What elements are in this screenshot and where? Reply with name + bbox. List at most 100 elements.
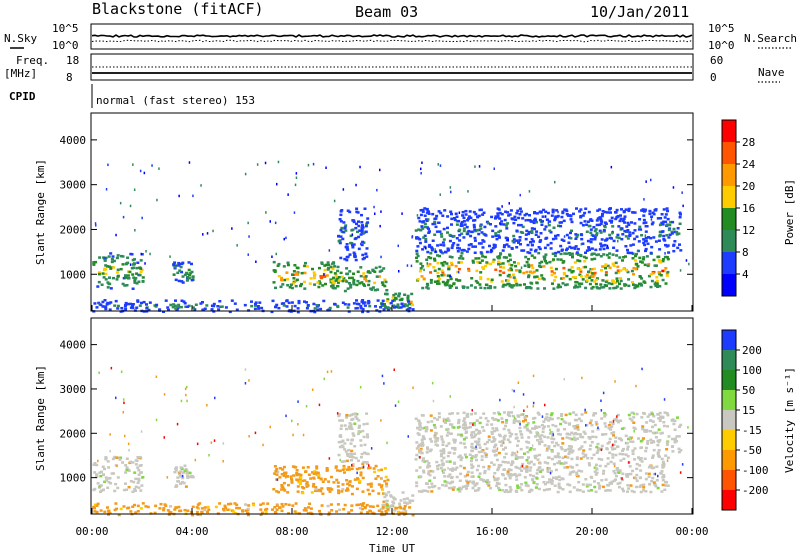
nsearch-label: N.Search xyxy=(744,32,797,45)
velocity-cell xyxy=(550,478,554,482)
power-cell xyxy=(320,262,324,265)
velocity-cell xyxy=(565,466,569,469)
velocity-colorbar-block xyxy=(722,330,736,351)
power-speck xyxy=(105,188,108,191)
velocity-cell xyxy=(475,468,479,472)
power-cell xyxy=(108,308,112,311)
power-speck xyxy=(411,236,413,239)
power-cell xyxy=(467,215,471,218)
power-cell xyxy=(105,303,109,306)
velocity-cell xyxy=(95,473,99,476)
velocity-cell xyxy=(550,431,554,434)
power-cell xyxy=(489,262,493,266)
power-cell xyxy=(462,229,466,233)
power-cell xyxy=(295,272,299,275)
power-cell xyxy=(530,220,534,223)
power-cell xyxy=(590,219,594,222)
power-cell xyxy=(122,276,126,280)
power-cell xyxy=(394,296,398,300)
velocity-cell xyxy=(477,437,481,441)
velocity-cell xyxy=(369,510,372,513)
power-cell xyxy=(506,279,510,282)
power-cell xyxy=(590,287,594,290)
velocity-cell xyxy=(657,440,661,444)
velocity-cell xyxy=(415,469,419,472)
velocity-cell xyxy=(553,484,557,487)
power-cell xyxy=(559,224,563,228)
power-cell xyxy=(578,273,582,276)
power-cell xyxy=(594,228,598,231)
velocity-cell xyxy=(469,422,472,425)
power-colorbar-block xyxy=(722,186,736,209)
velocity-cell xyxy=(458,454,462,457)
velocity-cell xyxy=(394,506,398,510)
velocity-cell xyxy=(652,466,656,469)
velocity-cell xyxy=(479,478,483,481)
freq-tick-top: 18 xyxy=(66,54,79,67)
power-cell xyxy=(648,209,652,213)
power-cell xyxy=(624,245,628,248)
power-cell xyxy=(518,236,522,239)
power-cell xyxy=(351,246,355,249)
velocity-speck xyxy=(351,464,353,467)
velocity-cell xyxy=(483,451,487,455)
velocity-cell xyxy=(594,435,598,439)
velocity-speck xyxy=(222,442,225,445)
power-cell xyxy=(448,233,452,237)
power-cell xyxy=(185,279,189,282)
velocity-cell xyxy=(653,423,657,427)
velocity-cell xyxy=(327,513,331,516)
velocity-cell xyxy=(563,427,566,431)
velocity-colorbar-tick-label: 50 xyxy=(742,384,755,397)
velocity-cell xyxy=(651,425,654,429)
power-cell xyxy=(318,266,321,270)
velocity-cell xyxy=(627,487,631,490)
velocity-cell xyxy=(656,452,660,456)
velocity-cell xyxy=(628,436,632,439)
velocity-cell xyxy=(507,428,511,432)
velocity-cell xyxy=(497,482,501,485)
velocity-cell xyxy=(101,488,105,492)
power-cell xyxy=(579,270,583,273)
power-cell xyxy=(381,302,384,306)
velocity-speck xyxy=(496,447,499,450)
power-cell xyxy=(638,225,642,229)
power-cell xyxy=(494,232,498,235)
power-cell xyxy=(403,293,407,296)
velocity-cell xyxy=(430,490,434,493)
velocity-speck xyxy=(381,374,384,378)
power-cell xyxy=(428,262,432,266)
power-cell xyxy=(499,223,503,226)
power-cell xyxy=(511,239,515,243)
power-cell xyxy=(294,284,298,288)
velocity-cell xyxy=(506,461,510,464)
velocity-cell xyxy=(494,449,498,452)
velocity-cell xyxy=(371,505,375,508)
power-cell xyxy=(181,275,185,278)
velocity-cell xyxy=(121,461,125,464)
power-cell xyxy=(665,234,669,237)
velocity-cell xyxy=(137,486,141,489)
velocity-speck xyxy=(196,442,199,446)
velocity-cell xyxy=(181,476,185,480)
velocity-cell xyxy=(657,454,661,457)
power-cell xyxy=(558,221,562,224)
power-cell xyxy=(436,271,440,275)
velocity-cell xyxy=(539,470,543,473)
velocity-cell xyxy=(131,461,135,464)
power-cell xyxy=(438,230,442,233)
power-cell xyxy=(562,266,566,270)
cpid-label: CPID xyxy=(9,90,36,103)
power-cell xyxy=(429,271,433,274)
power-speck xyxy=(158,167,160,170)
power-cell xyxy=(512,238,516,241)
power-cell xyxy=(286,278,290,281)
velocity-cell xyxy=(633,458,637,461)
velocity-cell xyxy=(348,427,352,430)
power-cell xyxy=(524,233,528,236)
power-cell xyxy=(306,304,310,307)
power-cell xyxy=(182,300,186,303)
power-cell xyxy=(305,307,309,310)
power-cell xyxy=(587,270,590,273)
velocity-cell xyxy=(359,439,363,442)
